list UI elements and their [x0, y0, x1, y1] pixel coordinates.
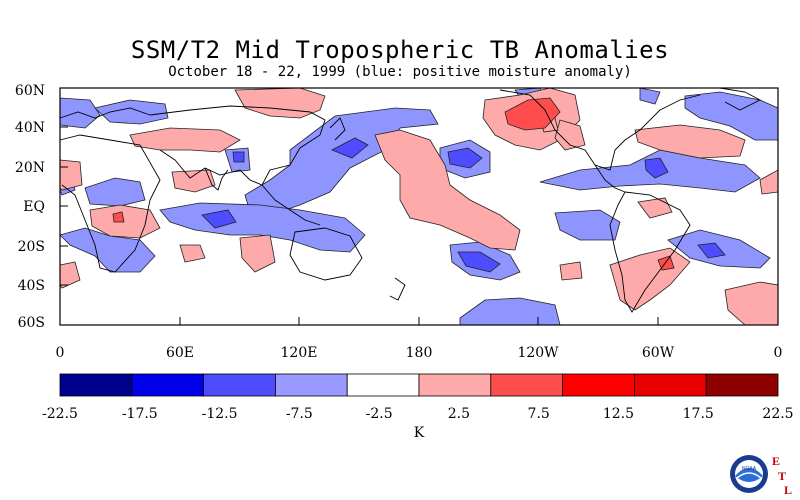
colorbar-label: -12.5	[202, 406, 238, 422]
coastline-greenland	[719, 87, 761, 111]
logo-letter-t: T	[778, 469, 786, 483]
anomaly-map	[59, 87, 779, 326]
colorbar-swatch	[59, 373, 133, 397]
map-title: SSM/T2 Mid Tropospheric TB Anomalies	[130, 36, 670, 64]
colorbar-swatch	[490, 373, 563, 397]
pos-anomaly-region	[634, 124, 746, 159]
lon-label: 0	[774, 345, 783, 361]
colorbar-label: 22.5	[762, 406, 793, 422]
colorbar-unit: K	[414, 425, 425, 441]
coastline-asia	[149, 105, 326, 186]
colorbar-label: -7.5	[286, 406, 313, 422]
neg-anomaly-core	[644, 157, 669, 179]
neg-anomaly-region	[684, 91, 779, 141]
lat-label: EQ	[23, 199, 45, 215]
coastline-new-zealand	[389, 277, 406, 301]
pos-anomaly-region	[239, 234, 276, 273]
pos-anomaly-region	[179, 244, 206, 263]
logo-letter-l: L	[784, 483, 792, 496]
coastline-north-america	[499, 89, 701, 171]
lon-label: 60E	[166, 345, 194, 361]
coastline-se-asia	[261, 184, 321, 226]
lon-label: 180	[406, 345, 433, 361]
pos-anomaly-region	[554, 119, 586, 151]
pos-anomaly-core	[504, 97, 561, 131]
neg-anomaly-core	[457, 251, 501, 273]
noaa-logo-text: NOAA	[742, 466, 757, 472]
pos-anomaly-core	[112, 211, 125, 223]
colorbar-swatch	[562, 373, 635, 397]
neg-anomaly-region	[84, 177, 146, 207]
positive-anomaly-regions	[59, 87, 779, 326]
colorbar-swatch	[274, 373, 348, 397]
noaa-emblem-icon: NOAA	[730, 455, 768, 493]
lon-label: 0	[56, 345, 65, 361]
neg-anomaly-core	[331, 137, 369, 159]
latitude-axis: 60N 40N 20N EQ 20S 40S 60S	[15, 83, 68, 331]
coastline-australia	[289, 227, 363, 281]
pos-anomaly-region	[171, 169, 216, 193]
colorbar-label: 2.5	[448, 406, 470, 422]
colorbar: -22.5 -17.5 -12.5 -7.5 -2.5 2.5 7.5 12.5 17.5 22.…	[42, 373, 794, 441]
coastline-india	[204, 167, 229, 191]
positive-anomaly-cores	[112, 97, 675, 271]
colorbar-label: 17.5	[683, 406, 714, 422]
lat-label: 60N	[15, 83, 45, 99]
pos-anomaly-region	[637, 197, 673, 219]
longitude-axis: 0 60E 120E 180 120W 60W 0	[56, 317, 783, 361]
colorbar-label: -22.5	[42, 406, 78, 422]
neg-anomaly-region	[639, 87, 661, 105]
coastline-africa	[59, 134, 161, 273]
pos-anomaly-region	[559, 261, 583, 281]
neg-anomaly-core	[697, 242, 726, 259]
coastline-europe	[59, 107, 151, 119]
coastline-japan	[329, 117, 346, 141]
lon-label: 60W	[642, 345, 675, 361]
pos-anomaly-core	[657, 255, 675, 271]
colorbar-label: 7.5	[528, 406, 550, 422]
colorbar-swatch	[418, 373, 492, 397]
lat-label: 60S	[18, 315, 45, 331]
lat-label: 40N	[15, 120, 45, 136]
lat-label: 20S	[18, 239, 45, 255]
neg-anomaly-core	[201, 209, 237, 229]
colorbar-swatch	[346, 373, 420, 397]
colorbar-label: -2.5	[366, 406, 393, 422]
coastline-south-america	[609, 191, 691, 313]
lat-label: 40S	[18, 278, 45, 294]
lat-label: 20N	[15, 160, 45, 176]
neg-anomaly-region	[59, 227, 156, 273]
coastlines	[59, 87, 761, 313]
colorbar-swatches	[59, 373, 779, 397]
pos-anomaly-region	[234, 87, 326, 119]
colorbar-swatch	[203, 373, 276, 397]
pos-anomaly-region	[89, 204, 161, 239]
colorbar-labels: -22.5 -17.5 -12.5 -7.5 -2.5 2.5 7.5 12.5 17.5 22.…	[42, 406, 794, 422]
negative-anomaly-cores	[201, 137, 726, 273]
colorbar-swatch	[131, 373, 205, 397]
pos-anomaly-region	[374, 129, 521, 251]
map-subtitle: October 18 - 22, 1999 (blue: positive mo…	[168, 64, 632, 80]
neg-anomaly-core	[232, 151, 245, 163]
neg-anomaly-core	[447, 147, 483, 169]
noaa-etl-logo: NOAA E T L	[728, 452, 794, 496]
colorbar-swatch	[634, 373, 707, 397]
pos-anomaly-region	[129, 127, 241, 153]
colorbar-label: -17.5	[122, 406, 158, 422]
neg-anomaly-region	[94, 99, 169, 125]
neg-anomaly-region	[554, 209, 621, 241]
colorbar-label: 12.5	[603, 406, 634, 422]
lon-label: 120E	[281, 345, 318, 361]
coastline-central-america	[594, 164, 626, 193]
logo-letter-e: E	[772, 454, 780, 468]
colorbar-swatch	[705, 373, 779, 397]
lon-label: 120W	[517, 345, 559, 361]
